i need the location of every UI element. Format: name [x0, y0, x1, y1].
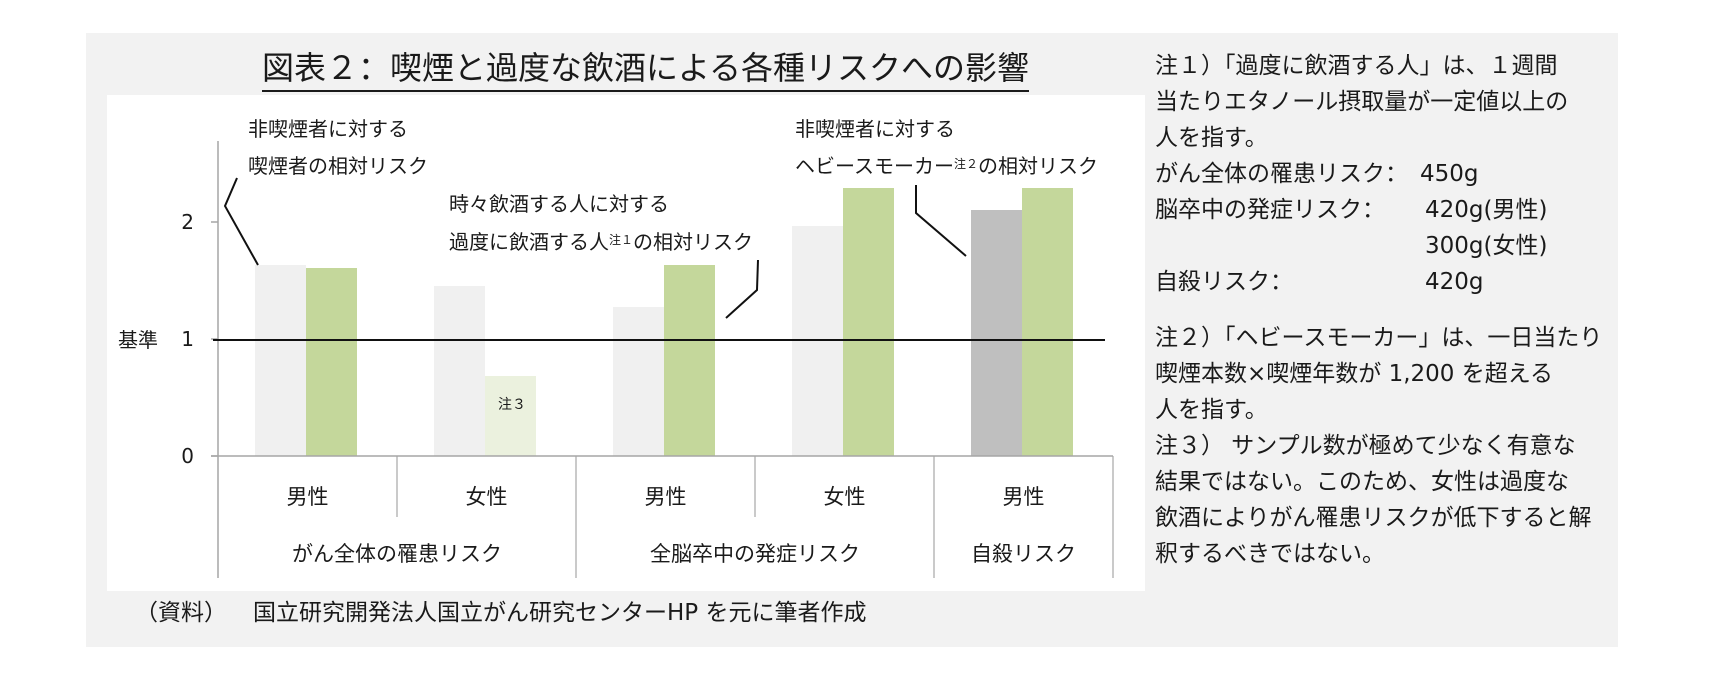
source-note: （資料） 国立研究開発法人国立がん研究センターHP を元に筆者作成	[135, 598, 866, 628]
threshold-value: 300g(女性)	[1425, 233, 1548, 259]
threshold-label: がん全体の罹患リスク：	[1155, 161, 1408, 187]
threshold-row: 300g(女性)	[1155, 228, 1615, 264]
threshold-value: 420g(男性)	[1425, 197, 1548, 223]
note-3: 注３） サンプル数が極めて少なく有意な 結果ではない。このため、女性は過度な 飲…	[1155, 428, 1615, 572]
annotation-text: の相対リスク	[633, 230, 754, 254]
threshold-row: 脳卒中の発症リスク： 420g(男性)	[1155, 192, 1615, 228]
threshold-label: 脳卒中の発症リスク：	[1155, 197, 1385, 223]
annotation-drinking-line2: 過度に飲酒する人注１の相対リスク	[449, 230, 753, 254]
bar-note-label: 注３	[498, 397, 526, 413]
annotation-heavy-smoker-line2: ヘビースモーカー注２の相対リスク	[795, 154, 1098, 178]
x-sub-category: 男性	[286, 485, 329, 509]
notes-panel: 注１）「過度に飲酒する人」は、１週間 当たりエタノール摂取量が一定値以上の 人を…	[1155, 48, 1615, 572]
bar-drinking	[485, 376, 536, 456]
note-line: 注１）「過度に飲酒する人」は、１週間	[1155, 53, 1558, 79]
threshold-value: 420g	[1425, 269, 1484, 295]
bar-drinking	[843, 188, 894, 456]
annotation-text: の相対リスク	[978, 154, 1099, 178]
y-tick-label: 1	[181, 327, 194, 351]
y-tick-label: 0	[181, 444, 194, 468]
note-line: 飲酒によりがん罹患リスクが低下すると解	[1155, 505, 1592, 531]
note-1: 注１）「過度に飲酒する人」は、１週間 当たりエタノール摂取量が一定値以上の 人を…	[1155, 48, 1615, 300]
annotation-text: 過度に飲酒する人	[449, 230, 609, 254]
annotation-drinking-line1: 時々飲酒する人に対する	[449, 192, 669, 216]
bar-drinking	[306, 267, 357, 456]
source-text: 国立研究開発法人国立がん研究センターHP を元に筆者作成	[253, 600, 867, 626]
threshold-value: 450g	[1420, 161, 1479, 187]
bar-smoking	[613, 307, 664, 456]
annotation-heavy-smoker-line1: 非喫煙者に対する	[795, 117, 955, 141]
baseline-label: 基準	[118, 328, 158, 352]
bar-smoking	[971, 210, 1022, 456]
annotation-smoking-line1: 非喫煙者に対する	[248, 117, 408, 141]
bar-drinking	[1022, 188, 1073, 456]
threshold-row: がん全体の罹患リスク： 450g	[1155, 156, 1615, 192]
x-sub-category: 男性	[1002, 485, 1045, 509]
x-sub-category: 男性	[644, 485, 687, 509]
callout-line-smoking	[223, 177, 259, 266]
chart-title: 図表２：喫煙と過度な飲酒による各種リスクへの影響	[262, 48, 1030, 92]
note-line: 当たりエタノール摂取量が一定値以上の	[1155, 89, 1569, 115]
callout-line-drinking	[725, 259, 759, 319]
note-line: 人を指す。	[1155, 397, 1268, 423]
x-sub-category: 女性	[823, 485, 866, 509]
note-line: 注３） サンプル数が極めて少なく有意な	[1155, 433, 1576, 459]
note-line: 注２）「ヘビースモーカー」は、一日当たり	[1155, 325, 1603, 351]
threshold-label	[1155, 228, 1425, 264]
x-sub-category: 女性	[465, 485, 508, 509]
source-label: （資料）	[135, 600, 227, 626]
note-line: 結果ではない。このため、女性は過度な	[1155, 469, 1569, 495]
bar-drinking	[664, 265, 715, 456]
note-2: 注２）「ヘビースモーカー」は、一日当たり 喫煙本数×喫煙年数が 1,200 を超…	[1155, 320, 1615, 428]
note-line: 人を指す。	[1155, 125, 1268, 151]
threshold-row: 自殺リスク： 420g	[1155, 264, 1615, 300]
threshold-label: 自殺リスク：	[1155, 269, 1293, 295]
x-group-label: 全脳卒中の発症リスク	[650, 542, 860, 566]
footnote-ref: 注１	[609, 233, 634, 247]
note-line: 喫煙本数×喫煙年数が 1,200 を超える	[1155, 361, 1554, 387]
callout-line-heavy-smoker	[915, 185, 967, 257]
annotation-text: ヘビースモーカー	[795, 154, 954, 178]
note-line: 釈するべきではない。	[1155, 541, 1385, 567]
bar-smoking	[255, 265, 306, 456]
annotation-smoking-line2: 喫煙者の相対リスク	[248, 154, 428, 178]
x-group-label: 自殺リスク	[971, 542, 1076, 566]
footnote-ref: 注２	[954, 157, 979, 171]
bar-smoking	[434, 286, 485, 456]
y-tick-label: 2	[181, 210, 194, 234]
x-group-label: がん全体の罹患リスク	[292, 542, 502, 566]
